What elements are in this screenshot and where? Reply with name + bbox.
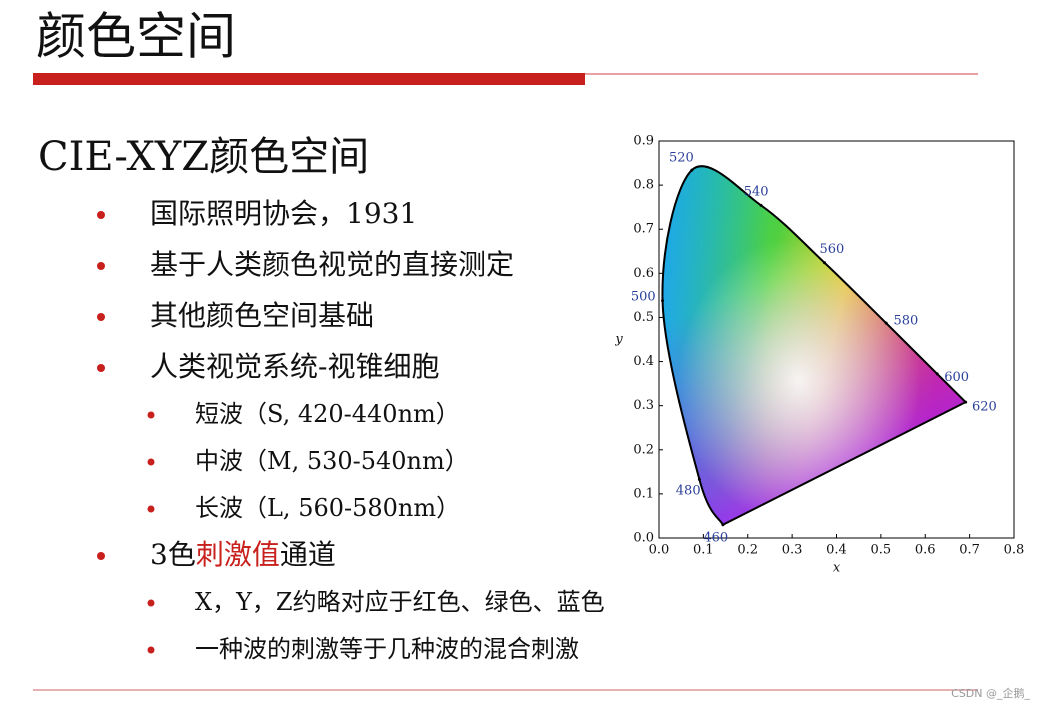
- locus-point: [884, 321, 888, 325]
- x-tick-label: 0.5: [871, 543, 892, 558]
- list-item: 中波（M, 530-540nm）: [195, 447, 469, 475]
- list-text: X，Y，Z约略对应于红色、绿色、蓝色: [195, 588, 605, 616]
- wavelength-label: 560: [819, 242, 844, 257]
- bullet-list: 国际照明协会，1931 基于人类颜色视觉的直接测定其他颜色空间基础人类视觉系统-视…: [97, 197, 605, 663]
- x-axis-label: x: [833, 561, 841, 576]
- x-tick-label: 0.4: [826, 543, 847, 558]
- locus-point: [759, 203, 763, 207]
- gamut-fill: [662, 166, 966, 525]
- locus-point: [721, 523, 725, 527]
- bullet: [147, 599, 155, 607]
- wavelength-label: 520: [669, 151, 694, 166]
- list-text: 刺激值: [196, 538, 280, 571]
- spectral-locus: [661, 165, 968, 527]
- bullet: [97, 364, 105, 372]
- list-item: 短波（S, 420-440nm）: [195, 400, 460, 428]
- y-tick-label: 0.1: [633, 486, 654, 501]
- list-text: 通道: [280, 538, 336, 571]
- list-item: 人类视觉系统-视锥细胞: [150, 350, 439, 383]
- list-text: 基于人类颜色视觉的直接测定: [150, 248, 514, 281]
- y-tick-label: 0.9: [633, 134, 654, 149]
- y-tick-label: 0.6: [633, 266, 654, 281]
- y-tick-label: 0.5: [633, 310, 654, 325]
- wavelength-label: 600: [944, 370, 969, 385]
- heading: CIE-XYZ颜色空间: [38, 134, 369, 180]
- list-item: 一种波的刺激等于几种波的混合刺激: [195, 635, 579, 663]
- y-axis-label: y: [614, 332, 623, 347]
- title: 颜色空间: [36, 8, 236, 66]
- x-tick-label: 0.1: [693, 543, 714, 558]
- x-tick-label: 0.6: [915, 543, 936, 558]
- wavelength-label: 540: [744, 184, 769, 199]
- list-item: 其他颜色空间基础: [150, 299, 374, 332]
- list-text: 其他颜色空间基础: [150, 299, 374, 332]
- locus-point: [935, 372, 939, 376]
- list-text: 长波（L, 560-580nm）: [195, 494, 460, 522]
- x-tick-label: 0.7: [959, 543, 980, 558]
- title-bar: [33, 73, 585, 85]
- wavelength-label: 620: [972, 400, 997, 415]
- wavelength-label: 500: [631, 289, 656, 304]
- list-text: 3色: [150, 538, 196, 571]
- bullet: [147, 505, 155, 513]
- y-tick-label: 0.0: [633, 531, 654, 546]
- list-text: 一种波的刺激等于几种波的混合刺激: [195, 635, 579, 663]
- wavelength-label: 460: [703, 530, 728, 545]
- x-tick-label: 0.2: [737, 543, 758, 558]
- watermark: CSDN @_企鹅_: [951, 686, 1030, 700]
- list-item: 3色刺激值通道: [150, 538, 336, 571]
- locus-point: [661, 299, 665, 303]
- y-tick-label: 0.2: [633, 442, 654, 457]
- list-text: 中波（M, 530-540nm）: [195, 447, 469, 475]
- x-tick-label: 0.3: [782, 543, 803, 558]
- locus-point: [823, 261, 827, 265]
- wavelength-label: 480: [676, 483, 701, 498]
- bullet: [147, 458, 155, 466]
- x-tick-label: 0.0: [649, 543, 670, 558]
- bullet: [97, 262, 105, 270]
- locus-point: [964, 400, 968, 404]
- list-item: 长波（L, 560-580nm）: [195, 494, 460, 522]
- y-tick-label: 0.4: [633, 354, 654, 369]
- bullet: [97, 313, 105, 321]
- list-text: 人类视觉系统-视锥细胞: [150, 350, 439, 383]
- y-tick-label: 0.8: [633, 178, 654, 193]
- list-item: 基于人类颜色视觉的直接测定: [150, 248, 514, 281]
- locus-point: [690, 168, 694, 172]
- x-tick-label: 0.8: [1004, 543, 1025, 558]
- list-text: 短波（S, 420-440nm）: [195, 400, 460, 428]
- cie-diagram: 0.0 0.1 0.2 0.3 0.4 0.5 0.6 0.7 0.8 0.0 0.1 0.2 0.3 0…: [614, 134, 1024, 576]
- locus-point: [697, 477, 701, 481]
- list-item: X，Y，Z约略对应于红色、绿色、蓝色: [195, 588, 605, 616]
- bullet: [147, 411, 155, 419]
- wavelength-label: 580: [894, 313, 919, 328]
- list-item: 国际照明协会，1931: [150, 197, 417, 230]
- bullet: [97, 552, 105, 560]
- y-tick-label: 0.3: [633, 398, 654, 413]
- list-text: 国际照明协会，1931: [150, 197, 417, 230]
- bullet: [147, 646, 155, 654]
- y-tick-label: 0.7: [633, 222, 654, 237]
- bullet: [97, 211, 105, 219]
